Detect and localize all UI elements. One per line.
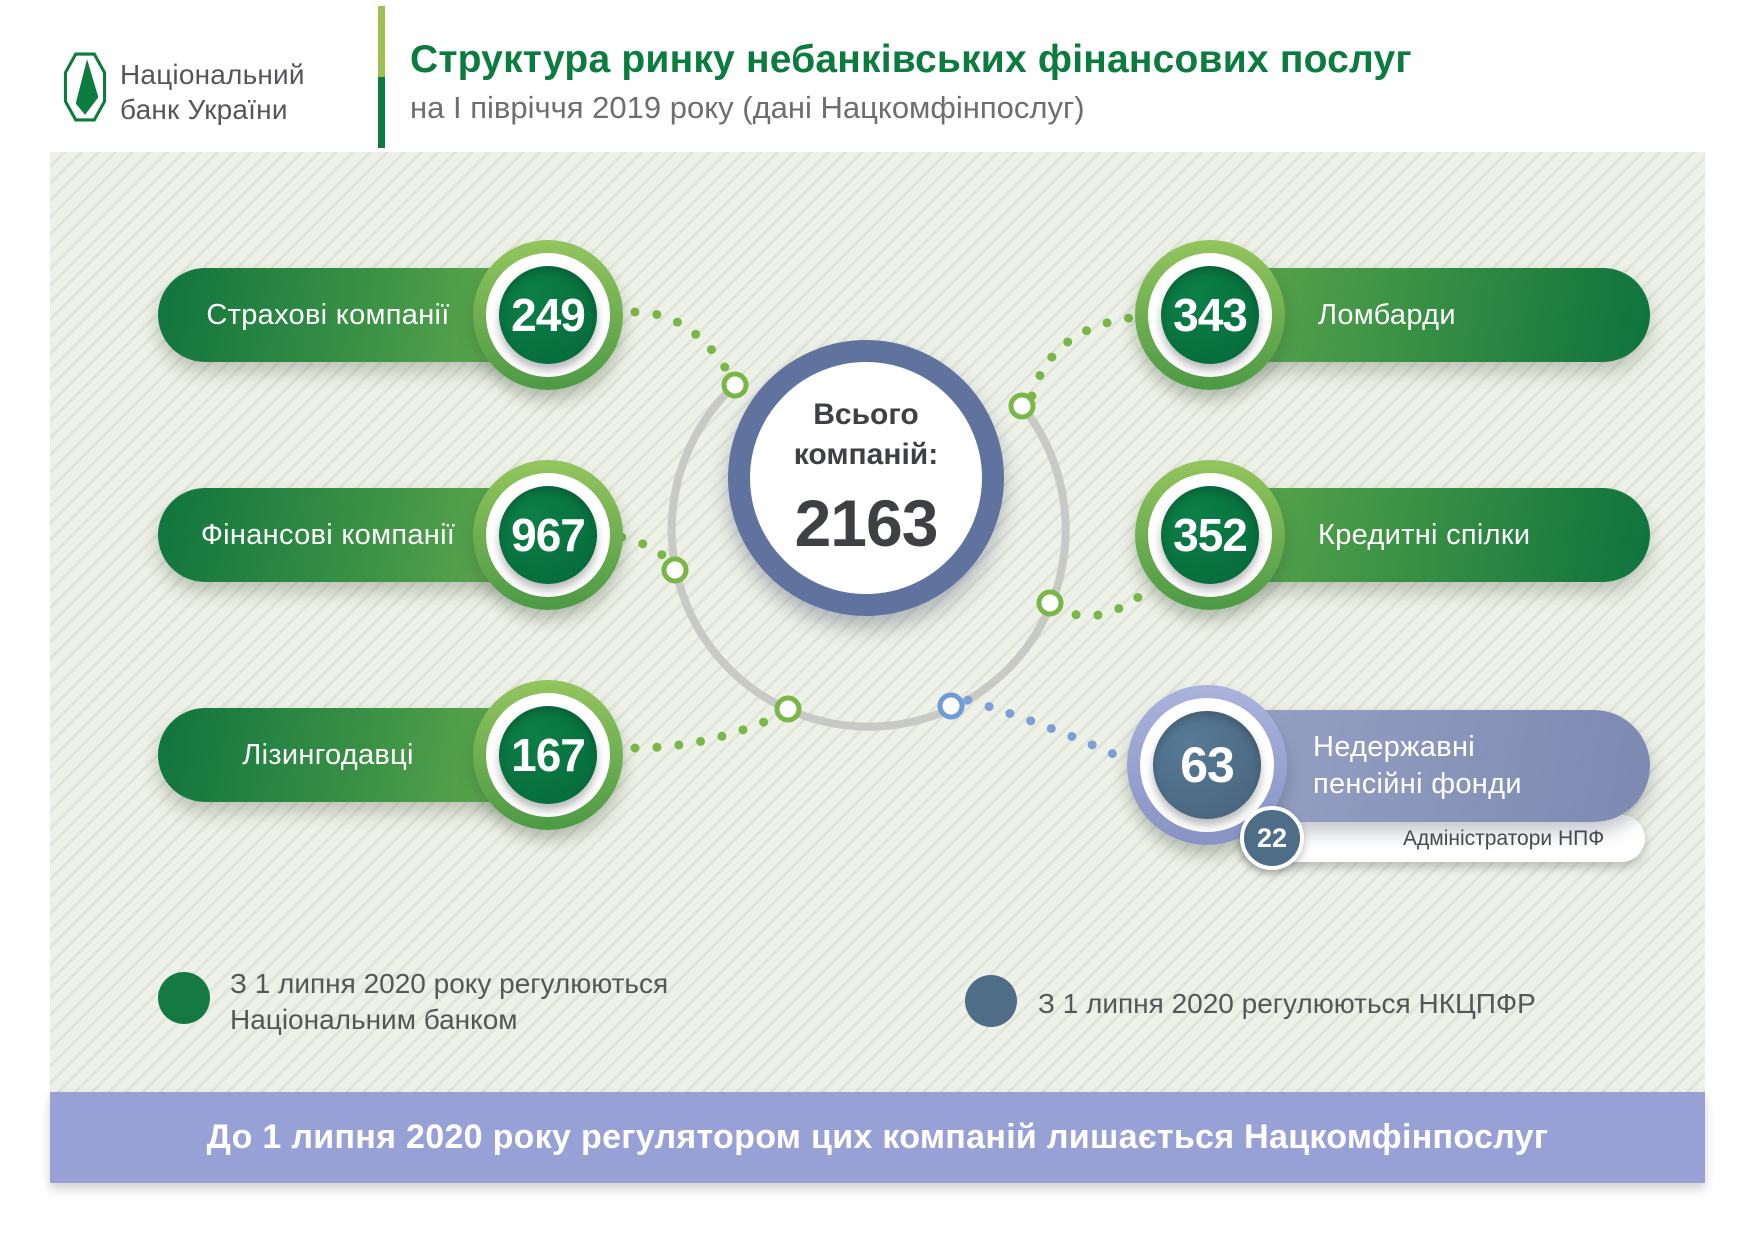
logo-text: Національний банк України	[120, 57, 305, 127]
infographic-title: Структура ринку небанківських фінансових…	[410, 38, 1412, 81]
pill-label: Страхові компанії	[206, 299, 450, 331]
count-value: 352	[1161, 486, 1259, 584]
footer-banner: До 1 липня 2020 року регулятором цих ком…	[50, 1092, 1705, 1183]
pill-label: Ломбарди	[1318, 299, 1456, 331]
nbu-logo-icon	[63, 52, 107, 122]
header: Національний банк України Структура ринк…	[0, 0, 1755, 152]
total-label: Всього компаній:	[793, 398, 939, 471]
pill-label: Кредитні спілки	[1318, 519, 1531, 551]
badge-insurance-count: 249	[473, 240, 623, 390]
logo-text-line2: банк України	[120, 94, 288, 125]
legend-dot-nkcpfr	[965, 975, 1017, 1027]
badge-npf-administrators-count: 22	[1240, 806, 1304, 870]
pill-label: Недержавні пенсійні фонди	[1313, 731, 1522, 800]
footer-banner-text: До 1 липня 2020 року регулятором цих ком…	[206, 1118, 1549, 1156]
pill-label: Фінансові компанії	[200, 519, 456, 551]
count-value: 967	[499, 486, 597, 584]
connector-node-icon	[721, 371, 749, 399]
total-value: 2163	[794, 486, 939, 560]
legend-text-nbu: З 1 липня 2020 року регулюються Націонал…	[230, 968, 669, 1035]
count-value: 63	[1153, 711, 1261, 819]
pill-label: Адміністратори НПФ	[1403, 827, 1605, 850]
content-canvas: Всього компаній: 2163 Страхові компанії …	[50, 152, 1705, 1183]
connector-node-icon	[774, 695, 802, 723]
badge-credit-unions-count: 352	[1135, 460, 1285, 610]
legend-dot-nbu	[158, 972, 210, 1024]
pill-label: Лізингодавці	[242, 739, 414, 771]
badge-lessors-count: 167	[473, 680, 623, 830]
total-companies-circle: Всього компаній: 2163	[728, 340, 1004, 616]
header-divider	[378, 6, 385, 148]
connector-node-icon	[1008, 392, 1036, 420]
pill-npf-administrators: Адміністратори НПФ	[1240, 815, 1645, 862]
count-value: 249	[499, 266, 597, 364]
badge-pawnshops-count: 343	[1135, 240, 1285, 390]
count-value: 167	[499, 706, 597, 804]
connector-decoration	[595, 307, 1153, 763]
count-value: 343	[1161, 266, 1259, 364]
badge-finance-count: 967	[473, 460, 623, 610]
logo-text-line1: Національний	[120, 59, 305, 90]
infographic-subtitle: на І півріччя 2019 року (дані Нацкомфінп…	[410, 90, 1085, 125]
legend-text-nkcpfr: З 1 липня 2020 регулюються НКЦПФР	[1038, 988, 1536, 1019]
connector-node-icon	[661, 556, 689, 584]
connector-node-icon	[1036, 589, 1064, 617]
connector-node-icon	[937, 692, 965, 720]
